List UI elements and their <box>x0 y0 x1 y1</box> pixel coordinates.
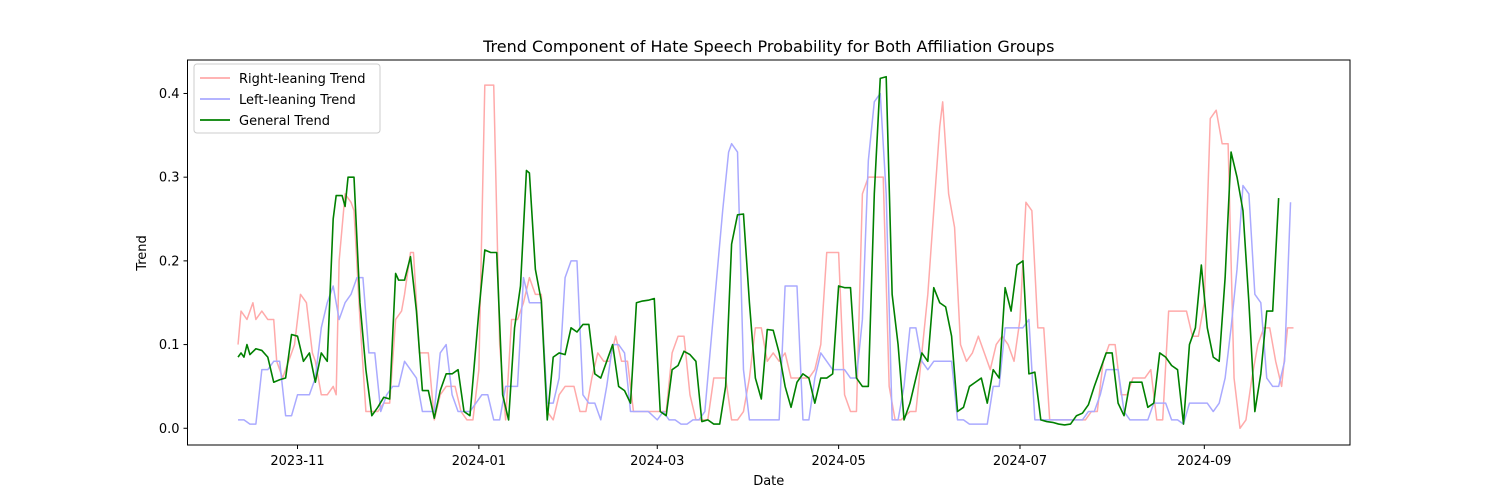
x-tick-label: 2024-03 <box>630 454 684 469</box>
x-tick-label: 2024-07 <box>993 454 1047 469</box>
legend-label-0: Right-leaning Trend <box>239 72 366 87</box>
plot-lines <box>237 75 1294 430</box>
series-line-2 <box>237 75 1280 426</box>
y-tick-label: 0.0 <box>159 422 180 437</box>
legend-box <box>193 63 381 134</box>
x-tick-label: 2024-01 <box>452 454 506 469</box>
series-line-0 <box>237 84 1294 430</box>
y-tick-label: 0.1 <box>159 338 180 353</box>
chart-title: Trend Component of Hate Speech Probabili… <box>482 37 1054 56</box>
x-axis-label: Date <box>753 474 784 489</box>
series-line-1 <box>238 92 1292 425</box>
legend-label-1: Left-leaning Trend <box>239 93 356 108</box>
y-tick-label: 0.2 <box>159 254 180 269</box>
y-axis-ticks: 0.0 0.1 0.2 0.3 0.4 <box>159 87 188 437</box>
y-tick-label: 0.3 <box>159 171 180 186</box>
x-axis-ticks: 2023-11 2024-01 2024-03 2024-05 2024-07 2024-… <box>270 445 1231 469</box>
plot-frame <box>187 59 1351 446</box>
x-tick-label: 2023-11 <box>270 454 324 469</box>
legend: Right-leaning Trend Left-leaning Trend Gen… <box>193 63 381 134</box>
y-axis-label: Trend <box>135 235 150 272</box>
legend-label-2: General Trend <box>239 114 330 129</box>
y-tick-label: 0.4 <box>159 87 180 102</box>
x-tick-label: 2024-09 <box>1177 454 1231 469</box>
x-tick-label: 2024-05 <box>811 454 865 469</box>
